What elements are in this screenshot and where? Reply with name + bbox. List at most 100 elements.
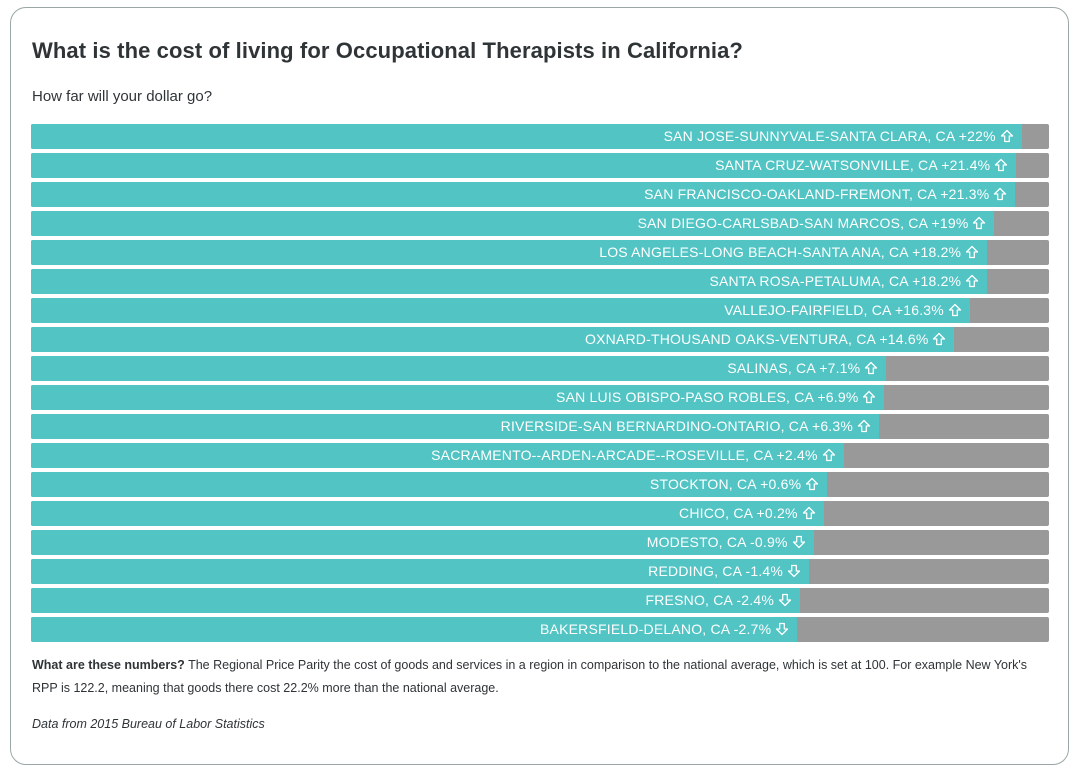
bar-category-label: SAN DIEGO-CARLSBAD-SAN MARCOS, CA [637, 215, 932, 231]
bar-label: SAN FRANCISCO-OAKLAND-FREMONT, CA +21.3% [644, 182, 1007, 207]
bar-value-label: +21.3% [940, 186, 990, 202]
bar-fill [31, 269, 988, 294]
bar-fill [31, 414, 880, 439]
data-source: Data from 2015 Bureau of Labor Statistic… [32, 717, 265, 731]
bar-value-label: +2.4% [776, 447, 818, 463]
bar-fill [31, 530, 814, 555]
bar-category-label: SAN LUIS OBISPO-PASO ROBLES, CA [556, 389, 818, 405]
bar-chart: SAN JOSE-SUNNYVALE-SANTA CLARA, CA +22% S… [31, 124, 1049, 644]
arrow-up-icon [994, 158, 1008, 172]
bar-row: STOCKTON, CA +0.6% [31, 472, 1049, 497]
bar-label: SAN DIEGO-CARLSBAD-SAN MARCOS, CA +19% [638, 211, 987, 236]
bar-label: CHICO, CA +0.2% [679, 501, 816, 526]
bar-value-label: +18.2% [912, 273, 962, 289]
bar-row: SAN LUIS OBISPO-PASO ROBLES, CA +6.9% [31, 385, 1049, 410]
bar-category-label: MODESTO, CA [646, 534, 751, 550]
bar-label: REDDING, CA -1.4% [648, 559, 801, 584]
bar-fill [31, 617, 798, 642]
arrow-up-icon [857, 419, 871, 433]
bar-value-label: -1.4% [745, 563, 784, 579]
bar-label: VALLEJO-FAIRFIELD, CA +16.3% [724, 298, 962, 323]
bar-category-label: SANTA CRUZ-WATSONVILLE, CA [715, 157, 942, 173]
bar-category-label: SAN FRANCISCO-OAKLAND-FREMONT, CA [644, 186, 941, 202]
bar-category-label: FRESNO, CA [645, 592, 737, 608]
arrow-up-icon [948, 303, 962, 317]
bar-row: SAN FRANCISCO-OAKLAND-FREMONT, CA +21.3% [31, 182, 1049, 207]
explanation-note-lead: What are these numbers? [32, 658, 185, 672]
bar-category-label: RIVERSIDE-SAN BERNARDINO-ONTARIO, CA [500, 418, 812, 434]
bar-row: REDDING, CA -1.4% [31, 559, 1049, 584]
bar-value-label: +14.6% [879, 331, 929, 347]
arrow-down-icon [775, 622, 789, 636]
arrow-up-icon [932, 332, 946, 346]
bar-label: RIVERSIDE-SAN BERNARDINO-ONTARIO, CA +6.… [501, 414, 871, 439]
arrow-up-icon [1000, 129, 1014, 143]
bar-row: SACRAMENTO--ARDEN-ARCADE--ROSEVILLE, CA … [31, 443, 1049, 468]
bar-fill [31, 298, 970, 323]
bar-category-label: SACRAMENTO--ARDEN-ARCADE--ROSEVILLE, CA [431, 447, 777, 463]
bar-value-label: +0.2% [756, 505, 798, 521]
bar-label: FRESNO, CA -2.4% [646, 588, 792, 613]
bar-label: SAN JOSE-SUNNYVALE-SANTA CLARA, CA +22% [664, 124, 1014, 149]
explanation-note-text: The Regional Price Parity the cost of go… [32, 658, 1028, 695]
bar-row: FRESNO, CA -2.4% [31, 588, 1049, 613]
arrow-down-icon [787, 564, 801, 578]
bar-fill [31, 153, 1017, 178]
arrow-down-icon [792, 535, 806, 549]
arrow-down-icon [778, 593, 792, 607]
bar-category-label: CHICO, CA [679, 505, 757, 521]
bar-row: SALINAS, CA +7.1% [31, 356, 1049, 381]
arrow-up-icon [972, 216, 986, 230]
bar-value-label: +21.4% [941, 157, 991, 173]
bar-category-label: STOCKTON, CA [649, 476, 761, 492]
bar-value-label: -2.4% [736, 592, 774, 608]
bar-fill [31, 182, 1016, 207]
bar-label: STOCKTON, CA +0.6% [650, 472, 819, 497]
bar-row: OXNARD-THOUSAND OAKS-VENTURA, CA +14.6% [31, 327, 1049, 352]
bar-category-label: VALLEJO-FAIRFIELD, CA [724, 302, 895, 318]
bar-fill [31, 559, 810, 584]
bar-category-label: SAN JOSE-SUNNYVALE-SANTA CLARA, CA [663, 128, 959, 144]
bar-fill [31, 124, 1022, 149]
bar-fill [31, 211, 995, 236]
arrow-up-icon [965, 245, 979, 259]
bar-row: SAN DIEGO-CARLSBAD-SAN MARCOS, CA +19% [31, 211, 1049, 236]
bar-row: SANTA ROSA-PETALUMA, CA +18.2% [31, 269, 1049, 294]
chart-card: What is the cost of living for Occupatio… [10, 7, 1069, 765]
bar-label: BAKERSFIELD-DELANO, CA -2.7% [540, 617, 789, 642]
bar-category-label: OXNARD-THOUSAND OAKS-VENTURA, CA [584, 331, 880, 347]
bar-row: SAN JOSE-SUNNYVALE-SANTA CLARA, CA +22% [31, 124, 1049, 149]
bar-label: SANTA ROSA-PETALUMA, CA +18.2% [709, 269, 979, 294]
bar-fill [31, 472, 828, 497]
bar-category-label: SANTA ROSA-PETALUMA, CA [709, 273, 913, 289]
bar-value-label: -2.7% [733, 621, 772, 637]
bar-row: SANTA CRUZ-WATSONVILLE, CA +21.4% [31, 153, 1049, 178]
bar-row: LOS ANGELES-LONG BEACH-SANTA ANA, CA +18… [31, 240, 1049, 265]
bar-category-label: BAKERSFIELD-DELANO, CA [540, 621, 734, 637]
bar-label: OXNARD-THOUSAND OAKS-VENTURA, CA +14.6% [585, 327, 947, 352]
bar-value-label: +6.9% [817, 389, 859, 405]
bar-value-label: +16.3% [894, 302, 944, 318]
bar-row: VALLEJO-FAIRFIELD, CA +16.3% [31, 298, 1049, 323]
bar-label: SANTA CRUZ-WATSONVILLE, CA +21.4% [715, 153, 1008, 178]
bar-fill [31, 356, 887, 381]
arrow-up-icon [802, 506, 816, 520]
bar-value-label: +18.2% [912, 244, 962, 260]
chart-title: What is the cost of living for Occupatio… [32, 38, 743, 63]
bar-value-label: +19% [931, 215, 969, 231]
bar-value-label: -0.9% [750, 534, 788, 550]
arrow-up-icon [805, 477, 819, 491]
bar-fill [31, 443, 844, 468]
bar-fill [31, 588, 800, 613]
arrow-up-icon [822, 448, 836, 462]
arrow-up-icon [864, 361, 878, 375]
bar-label: SACRAMENTO--ARDEN-ARCADE--ROSEVILLE, CA … [431, 443, 835, 468]
bar-value-label: +0.6% [760, 476, 802, 492]
bar-value-label: +6.3% [811, 418, 854, 434]
bar-label: SAN LUIS OBISPO-PASO ROBLES, CA +6.9% [556, 385, 876, 410]
bar-fill [31, 327, 955, 352]
arrow-up-icon [862, 390, 876, 404]
bar-label: MODESTO, CA -0.9% [647, 530, 806, 555]
bar-category-label: SALINAS, CA [727, 360, 820, 376]
bar-row: BAKERSFIELD-DELANO, CA -2.7% [31, 617, 1049, 642]
